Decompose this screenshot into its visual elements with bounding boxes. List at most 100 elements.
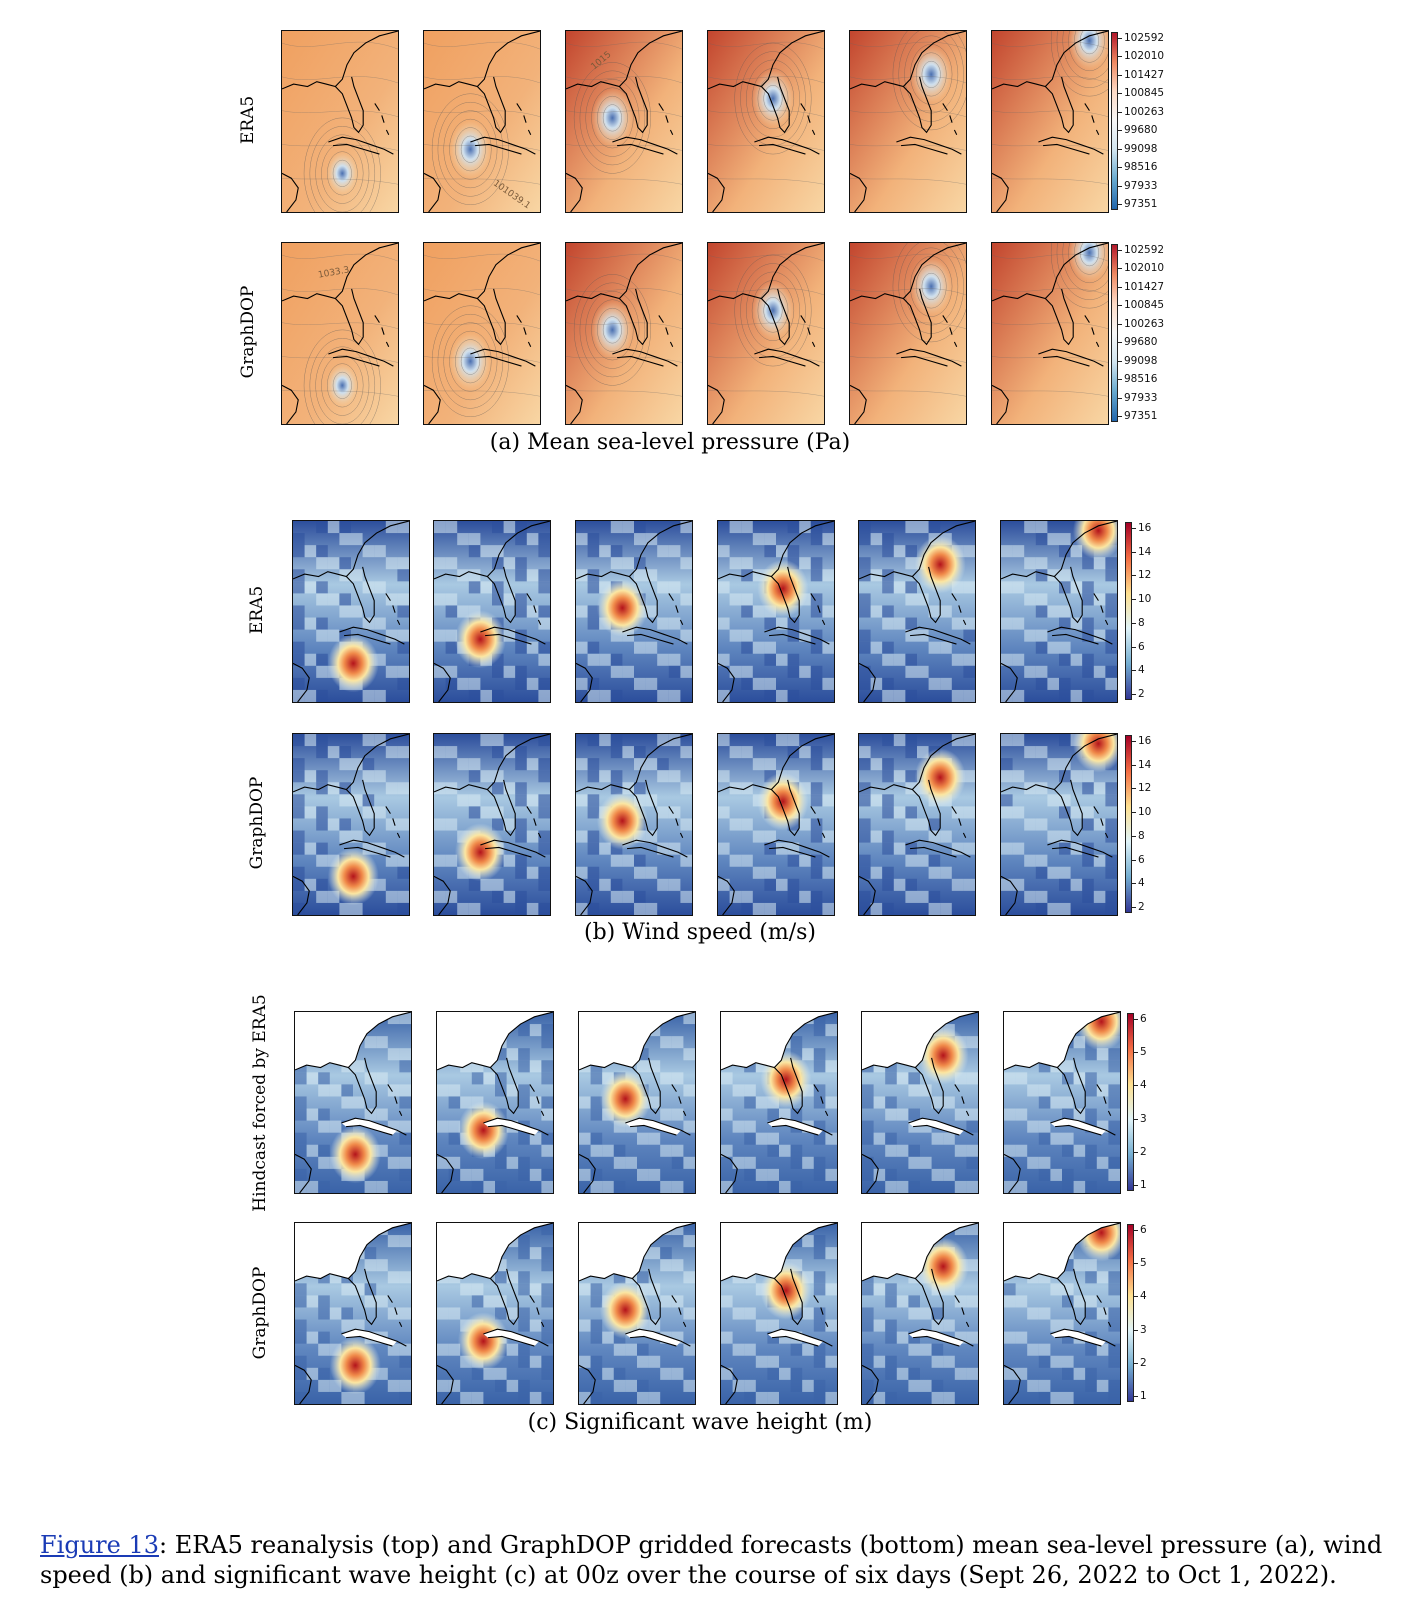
colorbar-tick-label: 16 xyxy=(1138,735,1152,747)
wind-map-row1-day2 xyxy=(433,520,551,703)
colorbar-tick-label: 5 xyxy=(1140,1046,1147,1059)
mslp-map-row2-day6 xyxy=(991,242,1109,425)
caption-mslp: (a) Mean sea-level pressure (Pa) xyxy=(489,430,851,455)
colorbar-tick-label: 4 xyxy=(1138,664,1145,677)
colorbar-tick xyxy=(1132,575,1136,577)
colorbar-tick xyxy=(1118,185,1122,187)
colorbar-tick-label: 4 xyxy=(1138,877,1145,890)
colorbar-tick xyxy=(1134,1019,1138,1020)
colorbar-tick-label: 99098 xyxy=(1124,142,1158,155)
colorbar-tick-label: 100263 xyxy=(1124,317,1165,330)
colorbar-tick-label: 97933 xyxy=(1124,179,1158,192)
row-label-graphdop-mslp: GraphDOP xyxy=(238,285,258,379)
colorbar-tick-label: 8 xyxy=(1138,829,1145,842)
colorbar-wind xyxy=(1125,522,1132,700)
colorbar-tick xyxy=(1134,1362,1138,1364)
colorbar-tick xyxy=(1118,379,1122,381)
colorbar-tick xyxy=(1134,1185,1138,1186)
colorbar-tick xyxy=(1132,764,1136,766)
colorbar-tick xyxy=(1134,1085,1138,1087)
mslp-map-row1-day3 xyxy=(565,30,683,213)
colorbar-tick xyxy=(1118,305,1122,307)
colorbar-tick-label: 1 xyxy=(1140,1390,1147,1402)
wave-map-row1-day5 xyxy=(861,1011,979,1194)
wave-map-row1-day1 xyxy=(294,1011,412,1194)
colorbar-tick-label: 99680 xyxy=(1124,124,1158,137)
row-label-graphdop-wave: GraphDOP xyxy=(250,1266,270,1360)
colorbar-tick-label: 8 xyxy=(1138,616,1145,629)
colorbar-tick xyxy=(1132,599,1136,601)
colorbar-tick xyxy=(1118,268,1122,270)
colorbar-tick xyxy=(1132,859,1136,861)
colorbar-tick xyxy=(1134,1230,1138,1231)
colorbar-tick xyxy=(1118,130,1122,132)
colorbar-tick-label: 97351 xyxy=(1124,198,1158,210)
colorbar-tick-label: 102592 xyxy=(1124,244,1165,256)
wind-map-row2-day3 xyxy=(575,733,693,916)
colorbar-tick-label: 6 xyxy=(1140,1224,1147,1236)
wind-map-row1-day3 xyxy=(575,520,693,703)
colorbar-tick-label: 98516 xyxy=(1124,373,1158,386)
colorbar-tick-label: 101427 xyxy=(1124,280,1165,293)
colorbar-tick xyxy=(1132,551,1136,553)
wave-map-row2-day6 xyxy=(1003,1222,1121,1405)
mslp-map-row2-day3 xyxy=(565,242,683,425)
mslp-map-row2-day5 xyxy=(849,242,967,425)
colorbar-tick-label: 12 xyxy=(1138,782,1152,795)
wave-map-row1-day2 xyxy=(436,1011,554,1194)
mslp-map-row1-day5 xyxy=(849,30,967,213)
colorbar-tick xyxy=(1132,670,1136,672)
colorbar-tick xyxy=(1118,74,1122,76)
colorbar-mslp xyxy=(1111,244,1118,422)
colorbar-tick xyxy=(1118,204,1122,205)
wave-map-row2-day3 xyxy=(578,1222,696,1405)
colorbar-tick-label: 6 xyxy=(1138,853,1145,866)
colorbar-tick xyxy=(1118,416,1122,417)
colorbar-tick xyxy=(1134,1329,1138,1331)
colorbar-tick xyxy=(1118,342,1122,344)
colorbar-tick-label: 6 xyxy=(1140,1013,1147,1025)
colorbar-tick xyxy=(1118,148,1122,150)
wind-map-row1-day5 xyxy=(858,520,976,703)
colorbar-tick-label: 97933 xyxy=(1124,391,1158,404)
wave-map-row1-day6 xyxy=(1003,1011,1121,1194)
wind-map-row1-day1 xyxy=(292,520,410,703)
colorbar-tick xyxy=(1118,56,1122,58)
colorbar-tick xyxy=(1132,528,1136,529)
wind-map-row2-day6 xyxy=(1000,733,1118,916)
colorbar-tick-label: 102010 xyxy=(1124,50,1165,63)
colorbar-tick xyxy=(1132,812,1136,814)
colorbar-tick-label: 14 xyxy=(1138,545,1152,558)
colorbar-tick-label: 4 xyxy=(1140,1290,1147,1303)
colorbar-tick-label: 97351 xyxy=(1124,410,1158,422)
colorbar-tick-label: 2 xyxy=(1138,688,1145,700)
colorbar-tick-label: 100263 xyxy=(1124,105,1165,118)
colorbar-tick xyxy=(1132,788,1136,790)
wind-map-row2-day4 xyxy=(717,733,835,916)
colorbar-tick xyxy=(1118,360,1122,362)
colorbar-tick xyxy=(1118,250,1122,251)
colorbar-tick-label: 3 xyxy=(1140,1112,1147,1125)
row-label-hindcast-wave: Hindcast forced by ERA5 xyxy=(250,994,270,1212)
colorbar-tick xyxy=(1134,1118,1138,1120)
colorbar-tick xyxy=(1134,1263,1138,1265)
colorbar-tick-label: 10 xyxy=(1138,593,1152,606)
colorbar-tick-label: 2 xyxy=(1140,1145,1147,1158)
figure-ref-link[interactable]: Figure 13 xyxy=(40,1531,159,1559)
colorbar-tick-label: 4 xyxy=(1140,1079,1147,1092)
wave-map-row2-day2 xyxy=(436,1222,554,1405)
mslp-map-row2-day1 xyxy=(281,242,399,425)
colorbar-tick-label: 16 xyxy=(1138,522,1152,534)
colorbar-tick xyxy=(1134,1052,1138,1054)
colorbar-tick xyxy=(1132,883,1136,885)
mslp-map-row2-day4 xyxy=(707,242,825,425)
colorbar-tick xyxy=(1118,93,1122,95)
wind-map-row1-day4 xyxy=(717,520,835,703)
figure-caption: Figure 13: ERA5 reanalysis (top) and Gra… xyxy=(40,1530,1410,1590)
wave-map-row2-day1 xyxy=(294,1222,412,1405)
row-label-era5-wind: ERA5 xyxy=(247,585,267,635)
mslp-map-row2-day2 xyxy=(423,242,541,425)
colorbar-tick xyxy=(1118,38,1122,39)
colorbar-tick-label: 101427 xyxy=(1124,68,1165,81)
colorbar-tick-label: 14 xyxy=(1138,758,1152,771)
